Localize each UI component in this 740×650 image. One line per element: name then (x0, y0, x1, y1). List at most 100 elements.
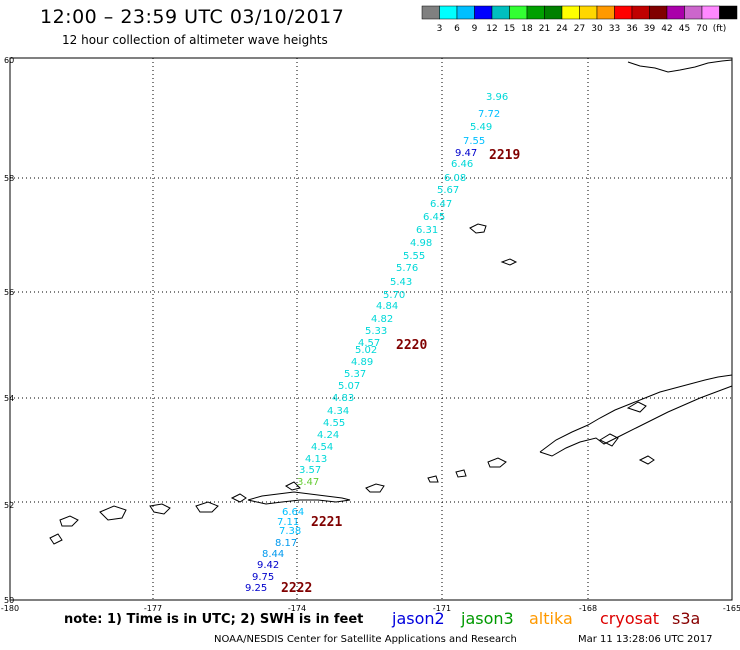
wave-height-value: 8.17 (275, 538, 297, 549)
wave-height-value: 6.46 (451, 159, 473, 170)
wave-height-value: 6.08 (444, 173, 466, 184)
credit-line: NOAA/NESDIS Center for Satellite Applica… (214, 634, 517, 645)
coastline-segment (247, 491, 351, 505)
longitude-label: -174 (288, 604, 306, 613)
legend-swatch (596, 5, 615, 20)
wave-height-value: 5.70 (383, 290, 405, 301)
wave-height-value: 3.47 (297, 477, 319, 488)
wave-height-value: 4.98 (410, 238, 432, 249)
latitude-label: 58 (4, 174, 14, 183)
wave-height-value: 4.55 (323, 418, 345, 429)
wave-height-value: 9.25 (245, 583, 267, 594)
longitude-label: -177 (144, 604, 162, 613)
pass-id-label: 2219 (489, 148, 520, 163)
coastline-segment (59, 515, 79, 527)
pass-id-label: 2222 (281, 581, 312, 596)
legend-swatch (439, 5, 458, 20)
coastline (49, 59, 733, 545)
coastline-segment (427, 475, 439, 483)
map-border (9, 57, 733, 601)
wave-height-value: 6.31 (416, 225, 438, 236)
wave-height-value: 5.43 (390, 277, 412, 288)
longitude-label: -168 (579, 604, 597, 613)
legend-swatch (684, 5, 703, 20)
map-title: 12:00 – 23:59 UTC 03/10/2017 (40, 6, 345, 28)
wave-height-value: 4.84 (376, 301, 398, 312)
satellite-cryosat: cryosat (600, 609, 660, 628)
legend-label: 21 (539, 24, 550, 34)
legend-swatch (491, 5, 510, 20)
wave-height-value: 4.54 (311, 442, 333, 453)
coastline-segment (455, 469, 467, 478)
coastline-segment (500, 258, 518, 266)
wave-height-value: 7.55 (463, 136, 485, 147)
latitude-label: 56 (4, 288, 14, 297)
map-subtitle: 12 hour collection of altimeter wave hei… (62, 33, 328, 47)
legend-label: 33 (609, 24, 620, 34)
wave-height-value: 5.33 (365, 326, 387, 337)
coastline-segment (598, 433, 619, 447)
wave-height-value: 4.89 (351, 357, 373, 368)
wave-height-value: 4.24 (317, 430, 339, 441)
wave-height-value: 5.55 (403, 251, 425, 262)
legend-label: 70 (696, 24, 708, 34)
legend-swatch (526, 5, 545, 20)
coastline-segment (469, 223, 487, 234)
legend-label: 18 (521, 24, 533, 34)
wave-height-value: 5.07 (338, 381, 360, 392)
legend-label: 3 (437, 24, 443, 34)
wave-height-value: 5.49 (470, 122, 492, 133)
wave-height-value: 4.13 (305, 454, 327, 465)
wave-height-value: 6.47 (430, 199, 452, 210)
latitude-label: 54 (4, 394, 14, 403)
wave-height-value: 3.57 (299, 465, 321, 476)
latitude-label: 60 (4, 56, 14, 65)
wave-height-value: 9.47 (455, 148, 477, 159)
wave-height-value: 8.44 (262, 549, 284, 560)
wave-height-value: 6.64 (282, 507, 304, 518)
coastline-segment (149, 503, 171, 515)
legend-swatch (544, 5, 563, 20)
legend-swatch (579, 5, 598, 20)
legend-swatch (666, 5, 685, 20)
coastline-segment (487, 457, 507, 468)
legend-label: 30 (591, 24, 603, 34)
wave-height-value: 9.75 (252, 572, 274, 583)
wave-height-labels: 3.96 7.72 5.49 7.559.476.46 6.085.67 6.47 6.45… (245, 92, 508, 594)
pass-id-label: 2221 (311, 515, 342, 530)
coastline-segment (638, 455, 655, 465)
wave-height-value: 5.02 (355, 345, 377, 356)
wave-height-value: 5.76 (396, 263, 418, 274)
legend-label: (ft) (713, 24, 727, 34)
coastline-segment (539, 385, 733, 457)
legend-swatch (421, 5, 440, 20)
generated-timestamp: Mar 11 13:28:06 UTC 2017 (578, 634, 713, 645)
wave-height-value: 4.82 (371, 314, 393, 325)
color-legend: 3 6 9 12 15 18 21 24 27 30 33 36 39 42 45 70 (ft) (421, 5, 738, 34)
latitude-label: 50 (4, 596, 14, 605)
wave-height-value: 7.72 (478, 109, 500, 120)
coastline-segment (230, 493, 247, 503)
legend-label: 36 (626, 24, 638, 34)
legend-swatch (701, 5, 720, 20)
pass-id-label: 2220 (396, 338, 427, 353)
legend-label: 39 (644, 24, 656, 34)
legend-label: 9 (472, 24, 478, 34)
legend-label: 6 (454, 24, 460, 34)
legend-label: 27 (574, 24, 585, 34)
wave-height-value: 7.38 (279, 526, 301, 537)
wave-height-value: 5.37 (344, 369, 366, 380)
satellite-jason2: jason2 (392, 609, 445, 628)
pass-labels: 2219 2220 2221 2222 (281, 148, 520, 596)
satellite-jason3: jason3 (461, 609, 514, 628)
footnote: note: 1) Time is in UTC; 2) SWH is in fe… (64, 612, 364, 627)
legend-swatch (456, 5, 475, 20)
coastline-segment (365, 483, 385, 493)
latitude-label: 52 (4, 501, 14, 510)
wave-height-value: 3.96 (486, 92, 508, 103)
coastline-segment (539, 374, 733, 453)
legend-label: 45 (679, 24, 690, 34)
legend-swatch (614, 5, 633, 20)
